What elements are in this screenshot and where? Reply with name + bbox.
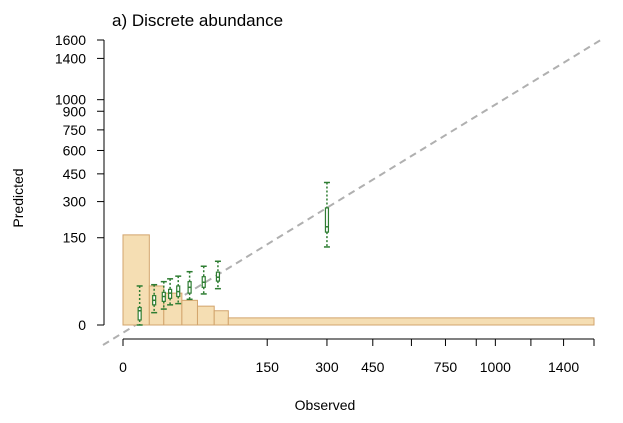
histogram-bar bbox=[213, 310, 229, 326]
y-tick-label: 1600 bbox=[55, 32, 86, 48]
x-tick-label: 1400 bbox=[548, 359, 579, 375]
boxplot bbox=[167, 278, 174, 306]
y-tick-label: 1000 bbox=[55, 92, 86, 108]
x-tick-label: 1000 bbox=[480, 359, 511, 375]
x-tick-label: 450 bbox=[361, 359, 385, 375]
y-tick-label: 0 bbox=[78, 317, 86, 333]
y-tick-label: 750 bbox=[63, 122, 87, 138]
y-tick-label: 300 bbox=[63, 194, 87, 210]
box-iqr bbox=[324, 207, 330, 233]
y-tick-label: 450 bbox=[63, 166, 87, 182]
boxplot bbox=[160, 280, 167, 310]
histogram-bar bbox=[227, 317, 595, 326]
x-tick-label: 150 bbox=[256, 359, 280, 375]
x-axis-title: Observed bbox=[295, 397, 356, 413]
histogram-bar bbox=[181, 299, 198, 326]
boxplot bbox=[186, 270, 193, 301]
x-tick-label: 300 bbox=[315, 359, 339, 375]
boxplot bbox=[151, 283, 158, 314]
y-tick-label: 900 bbox=[63, 103, 87, 119]
boxplot bbox=[175, 275, 182, 305]
box-iqr bbox=[137, 306, 142, 321]
y-tick-label: 600 bbox=[63, 142, 87, 158]
histogram-bar bbox=[148, 285, 165, 326]
y-axis-title: Predicted bbox=[10, 168, 26, 227]
y-tick-label: 1400 bbox=[55, 50, 86, 66]
boxplot bbox=[200, 265, 207, 295]
chart-title: a) Discrete abundance bbox=[112, 11, 283, 30]
reference-line-1to1 bbox=[102, 37, 605, 346]
histogram-bar bbox=[122, 234, 150, 326]
y-tick-label: 150 bbox=[63, 230, 87, 246]
x-tick-label: 750 bbox=[434, 359, 458, 375]
histogram-bar bbox=[196, 305, 215, 326]
observed-histogram bbox=[122, 234, 595, 326]
boxplot bbox=[323, 181, 330, 248]
boxplot bbox=[136, 285, 143, 326]
boxplot bbox=[214, 260, 221, 290]
x-tick-label: 0 bbox=[119, 359, 127, 375]
